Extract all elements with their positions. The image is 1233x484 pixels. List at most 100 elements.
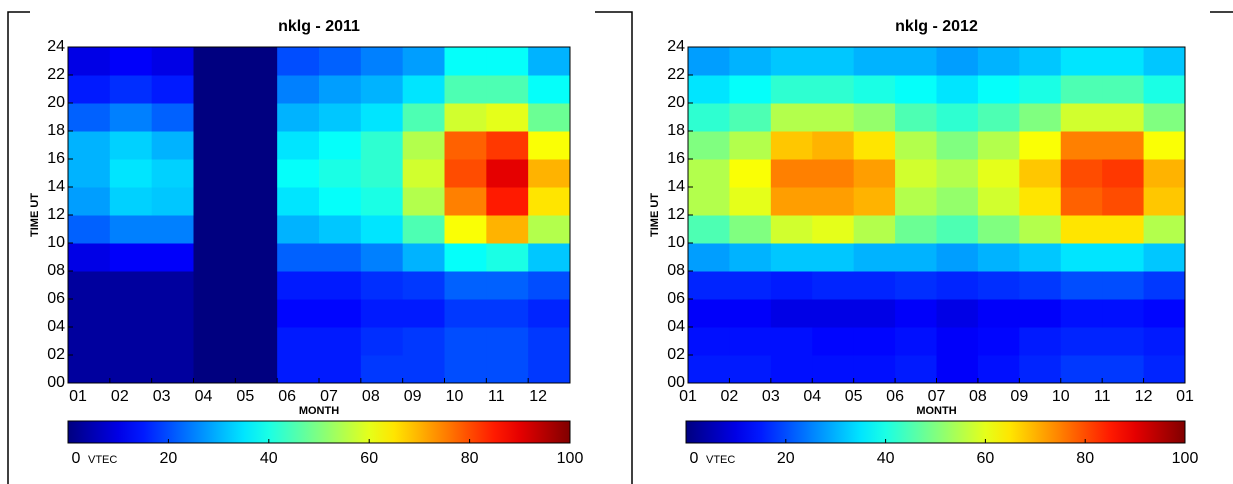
heatmap-cell xyxy=(235,47,278,76)
heatmap-cell xyxy=(1143,75,1186,104)
heatmap-cell xyxy=(402,131,445,160)
heatmap-cell xyxy=(936,271,979,300)
y-tick-label: 24 xyxy=(667,38,685,55)
heatmap-cell xyxy=(486,75,529,104)
heatmap-cell xyxy=(277,131,320,160)
heatmap-cell xyxy=(193,159,236,188)
heatmap-cell xyxy=(1019,159,1062,188)
heatmap-cell xyxy=(528,215,571,244)
heatmap-cell xyxy=(486,103,529,132)
heatmap-cell xyxy=(109,327,153,356)
heatmap-cell xyxy=(486,299,529,328)
heatmap-cell xyxy=(528,131,571,160)
heatmap-cell xyxy=(812,131,855,160)
heatmap-cell xyxy=(193,47,236,76)
heatmap-cell xyxy=(770,187,813,216)
heatmap-cell xyxy=(402,103,445,132)
heatmap-cell xyxy=(895,103,937,132)
heatmap-cell xyxy=(68,75,111,104)
x-tick-label: 01 xyxy=(679,388,697,405)
heatmap-cell xyxy=(729,355,772,384)
heatmap-cell xyxy=(528,271,571,300)
heatmap-cell xyxy=(1102,47,1145,76)
colorbar-tick-label: 60 xyxy=(977,450,995,467)
heatmap-cell xyxy=(895,215,937,244)
heatmap-cell xyxy=(977,159,1020,188)
heatmap-cell xyxy=(528,75,571,104)
heatmap-cell xyxy=(729,47,772,76)
heatmap-cell xyxy=(193,215,236,244)
heatmap-cell xyxy=(151,47,194,76)
heatmap-cell xyxy=(936,243,979,272)
heatmap-cell xyxy=(444,355,487,384)
heatmap-cell xyxy=(688,299,730,328)
colorbar-label: VTEC xyxy=(706,454,735,466)
heatmap-cell xyxy=(68,159,111,188)
heatmap-cell xyxy=(1019,75,1062,104)
heatmap-cell xyxy=(1060,299,1103,328)
heatmap-cell xyxy=(812,47,855,76)
heatmap-cell xyxy=(319,159,362,188)
heatmap-cell xyxy=(193,355,236,384)
heatmap-cell xyxy=(193,75,236,104)
heatmap-cell xyxy=(444,47,487,76)
heatmap-cell xyxy=(1143,271,1186,300)
heatmap-cell xyxy=(68,327,111,356)
x-tick-label: 08 xyxy=(969,388,987,405)
heatmap-cell xyxy=(1143,243,1186,272)
heatmap-cell xyxy=(1143,131,1186,160)
heatmap-cell xyxy=(1060,355,1103,384)
heatmap-cell xyxy=(895,271,937,300)
heatmap-cell xyxy=(151,75,194,104)
heatmap-cell xyxy=(235,271,278,300)
heatmap-cell xyxy=(402,327,445,356)
heatmap-cell xyxy=(770,75,813,104)
y-tick-label: 14 xyxy=(667,178,685,195)
heatmap-cell xyxy=(151,215,194,244)
heatmap-cell xyxy=(319,103,362,132)
heatmap-cell xyxy=(853,215,896,244)
heatmap-cell xyxy=(277,215,320,244)
heatmap-cell xyxy=(486,47,529,76)
heatmap-cell xyxy=(977,131,1020,160)
x-tick-label: 10 xyxy=(1052,388,1070,405)
heatmap-cell xyxy=(770,159,813,188)
heatmap-cell xyxy=(109,215,153,244)
heatmap-cell xyxy=(1019,131,1062,160)
y-tick-label: 00 xyxy=(667,374,685,391)
heatmap-cell xyxy=(360,187,404,216)
heatmap-cell xyxy=(853,327,896,356)
heatmap-cell xyxy=(528,47,571,76)
heatmap-cell xyxy=(853,355,896,384)
heatmap-cell xyxy=(151,355,194,384)
heatmap-cell xyxy=(444,327,487,356)
heatmap-cell xyxy=(1019,355,1062,384)
y-axis-label: TIME UT xyxy=(29,193,41,237)
heatmap-cell xyxy=(528,103,571,132)
heatmap-cell xyxy=(360,103,404,132)
y-tick-label: 00 xyxy=(47,374,65,391)
heatmap-cell xyxy=(528,243,571,272)
heatmap-cell xyxy=(486,327,529,356)
heatmap-cell xyxy=(812,103,855,132)
heatmap-cell xyxy=(977,103,1020,132)
heatmap-cell xyxy=(688,327,730,356)
heatmap-cell xyxy=(1143,103,1186,132)
heatmap-cell xyxy=(936,327,979,356)
heatmap-cell xyxy=(277,75,320,104)
heatmap-cell xyxy=(486,243,529,272)
heatmap-cell xyxy=(402,75,445,104)
heatmap-cell xyxy=(895,327,937,356)
heatmap-cell xyxy=(688,131,730,160)
heatmap-cell xyxy=(1019,271,1062,300)
heatmap-cell xyxy=(444,187,487,216)
x-tick-label: 11 xyxy=(488,388,505,405)
heatmap-cell xyxy=(936,103,979,132)
y-tick-label: 24 xyxy=(47,38,65,55)
heatmap-cell xyxy=(770,215,813,244)
heatmap-cell xyxy=(68,355,111,384)
heatmap-cell xyxy=(444,131,487,160)
x-tick-label: 04 xyxy=(803,388,821,405)
heatmap-cell xyxy=(853,271,896,300)
